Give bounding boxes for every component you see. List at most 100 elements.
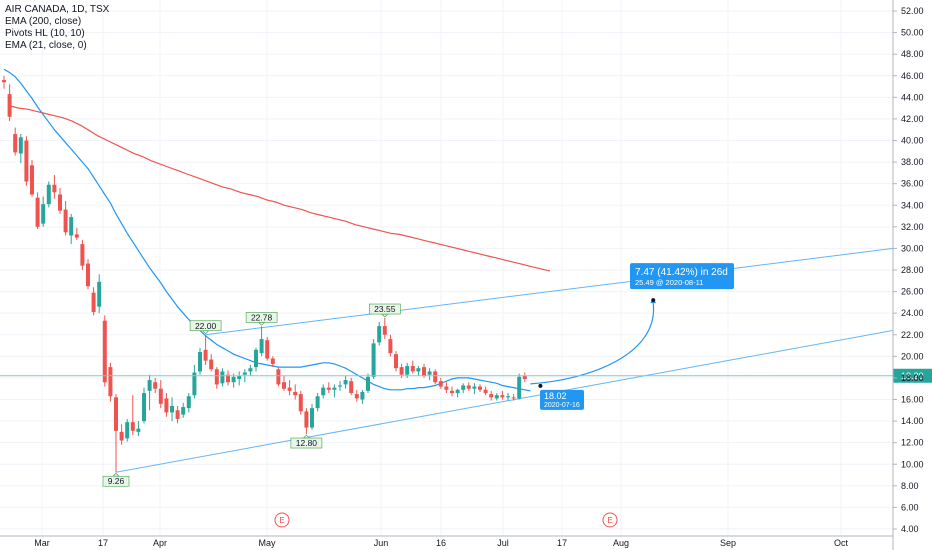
price-tick-label: 52.00 — [901, 6, 924, 16]
candle-body — [164, 398, 169, 413]
candle-body — [41, 204, 46, 224]
trendlines — [115, 247, 894, 473]
candle-body — [248, 368, 253, 372]
candle-body — [142, 393, 146, 422]
candle-body — [237, 375, 242, 379]
time-tick-label: Jun — [374, 538, 389, 548]
pivot-label: 12.80 — [296, 438, 318, 448]
price-tick-label: 8.00 — [901, 481, 919, 491]
candle-body — [276, 369, 281, 385]
price-tick-label: 34.00 — [901, 200, 924, 210]
trendline-1 — [115, 329, 894, 473]
candle-body — [181, 407, 186, 415]
pivot-label: 22.00 — [195, 321, 217, 331]
legend-ema200: EMA (200, close) — [5, 16, 82, 27]
candle-body — [338, 385, 342, 387]
candle-body — [354, 394, 359, 399]
pivot-box — [245, 312, 278, 323]
projection-start-dot — [538, 383, 543, 388]
pivot-labels: 22.00 22.78 23.55 9.26 12.80 — [102, 303, 401, 487]
trendline-0 — [205, 247, 894, 336]
candle-body — [506, 396, 510, 398]
price-tick-label: 28.00 — [901, 265, 924, 275]
pivot-pointer — [257, 322, 266, 326]
price-tick-label: 42.00 — [901, 114, 924, 124]
legend-title: AIR CANADA, 1D, TSX — [5, 4, 110, 15]
pivot-pointer — [381, 313, 389, 318]
earnings-marker — [602, 512, 618, 528]
time-tick-label: 17 — [98, 538, 108, 548]
start-callout-box — [540, 389, 584, 410]
candle-body — [371, 343, 376, 377]
candle-body — [102, 320, 107, 383]
candle-body — [24, 140, 29, 182]
price-tick-label: 14.00 — [901, 416, 924, 426]
candle-body — [466, 385, 471, 389]
candle-body — [97, 281, 102, 307]
time-tick-label: Jul — [497, 538, 509, 548]
price-tick-label: 50.00 — [901, 28, 924, 38]
candle-body — [382, 326, 387, 335]
price-tick-label: 18.00 — [901, 373, 924, 383]
candle-body — [270, 358, 275, 364]
pivot-box — [290, 437, 323, 449]
last-price-badge-text: 18.20 — [901, 371, 924, 381]
candle-body — [444, 386, 449, 390]
candle-body — [332, 387, 337, 390]
candle-body — [427, 371, 432, 375]
time-axis[interactable]: Mar 17 Apr May Jun 16 Jul 17 Aug Sep Oct — [0, 535, 893, 548]
candle-body — [321, 387, 326, 396]
candle-body — [58, 194, 62, 211]
candle-body — [158, 388, 163, 404]
price-tick-label: 32.00 — [901, 222, 924, 232]
price-tick-label: 16.00 — [901, 395, 924, 405]
candle-body — [7, 94, 12, 117]
candle-body — [80, 244, 85, 266]
candle-body — [46, 184, 51, 205]
candle-body — [175, 410, 180, 419]
time-tick-label: Oct — [834, 538, 849, 548]
candle-body — [231, 376, 236, 383]
price-tick-label: 4.00 — [901, 524, 919, 534]
candle-body — [91, 292, 96, 313]
candle-body — [360, 391, 365, 400]
candle-body — [130, 422, 135, 431]
price-tick-label: 24.00 — [901, 308, 924, 318]
candle-body — [399, 367, 404, 375]
price-axis[interactable]: 4.00 6.00 8.00 10.00 12.00 14.00 16.00 18.00 20.… — [892, 0, 924, 550]
earnings-marker-label: E — [607, 516, 612, 525]
candle-body — [438, 381, 443, 387]
price-tick-label: 22.00 — [901, 330, 924, 340]
price-tick-label: 38.00 — [901, 157, 924, 167]
pivot-box — [368, 303, 401, 315]
candle-body — [214, 369, 219, 385]
candle-body — [450, 390, 454, 394]
candle-body — [209, 359, 214, 370]
projection-sub-label: 25.49 @ 2020-08-11 — [635, 278, 703, 287]
candle-body — [147, 380, 152, 391]
candle-body — [511, 397, 516, 399]
candle-body — [500, 395, 505, 398]
candle-body — [108, 367, 113, 397]
candle-body — [293, 391, 298, 396]
candle-body — [377, 326, 382, 343]
candle-body — [265, 340, 270, 359]
candle-body — [63, 209, 68, 233]
candle-body — [192, 372, 197, 396]
price-tick-label: 12.00 — [901, 438, 924, 448]
candle-body — [114, 397, 118, 431]
candle-body — [125, 422, 130, 439]
candle-body — [433, 371, 438, 383]
candle-body — [472, 386, 477, 389]
candle-body — [30, 165, 34, 195]
candle-body — [410, 366, 415, 372]
candle-body — [405, 366, 410, 375]
time-tick-label: Aug — [613, 538, 629, 548]
candle-body — [455, 389, 460, 394]
last-price-line: 18.20 — [0, 368, 932, 383]
price-tick-label: 40.00 — [901, 136, 924, 146]
earnings-marker-label: E — [279, 516, 284, 525]
